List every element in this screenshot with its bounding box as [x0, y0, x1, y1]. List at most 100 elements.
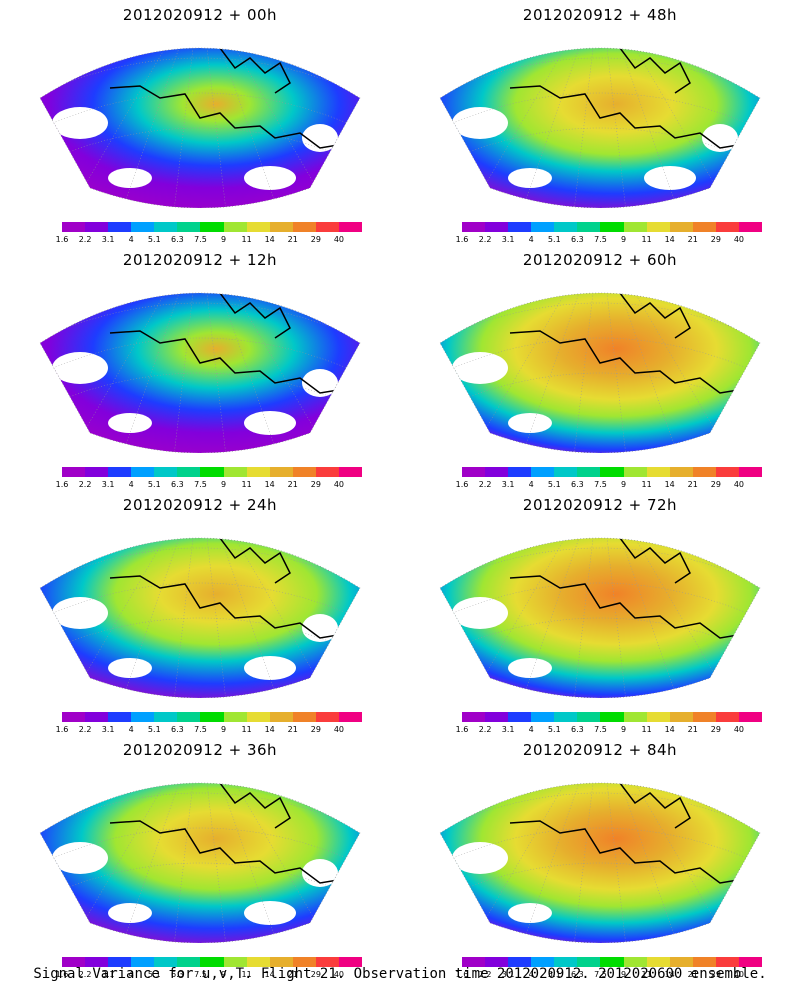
- colorbar-label: 29: [310, 480, 321, 489]
- colorbar-label: 5.1: [547, 480, 561, 489]
- colorbar-swatch: [154, 222, 178, 232]
- colorbar-label: 2.2: [478, 480, 492, 489]
- colorbar-label: 9: [620, 480, 627, 489]
- colorbar-label: 21: [687, 480, 698, 489]
- colorbar-labels: 1.6 2.2 3.1 4 5.1 6.3 7.5 9 11 14 21 29 40: [456, 480, 762, 490]
- figure-caption: Signal Variance for u,v,T. Flight 21. Ob…: [33, 966, 767, 982]
- colorbar-swatch: [600, 467, 624, 477]
- colorbar-swatch: [108, 712, 132, 722]
- colorbar-label: 40: [333, 235, 345, 244]
- colorbar-swatch: [62, 712, 86, 722]
- colorbar-label: 2.2: [78, 480, 92, 489]
- panel-title: 2012020912 + 00h: [122, 6, 278, 24]
- colorbar-label: 7.5: [594, 235, 607, 244]
- colorbar-swatch: [315, 222, 339, 232]
- colorbar-swatch: [600, 712, 624, 722]
- colorbar-swatch: [131, 712, 155, 722]
- colorbar-swatch: [462, 957, 486, 967]
- colorbar-labels: 1.6 2.2 3.1 4 5.1 6.3 7.5 9 11 14 21 29 40: [456, 725, 762, 735]
- colorbar-label: 29: [710, 970, 721, 979]
- colorbar-label: 3.1: [101, 480, 115, 489]
- colorbar-swatch: [200, 957, 224, 967]
- colorbar-label: 11: [241, 725, 252, 734]
- polar-map: [39, 782, 361, 943]
- polar-map: [39, 537, 361, 698]
- colorbar-label: 7.5: [194, 235, 207, 244]
- colorbar-swatch: [154, 712, 178, 722]
- colorbar-swatch: [623, 222, 647, 232]
- colorbar-labels: 1.6 2.2 3.1 4 5.1 6.3 7.5 9 11 14 21 29 40: [56, 725, 362, 735]
- colorbar-swatch: [485, 467, 509, 477]
- colorbar-label: 6.3: [571, 970, 584, 979]
- colorbar-label: 1.6: [55, 235, 69, 244]
- colorbar-swatch: [108, 222, 132, 232]
- polar-map: [439, 292, 761, 453]
- colorbar-swatch: [200, 222, 224, 232]
- colorbar-labels: 1.6 2.2 3.1 4 5.1 6.3 7.5 9 11 14 21 29 40: [56, 235, 362, 245]
- colorbar-label: 9: [220, 970, 227, 979]
- panel-title: 2012020912 + 72h: [522, 496, 678, 514]
- colorbar: [62, 957, 363, 967]
- colorbar-label: 11: [641, 970, 652, 979]
- colorbar-swatch: [485, 712, 509, 722]
- colorbar-label: 1.6: [455, 235, 469, 244]
- colorbar-swatch: [508, 957, 532, 967]
- colorbar: [62, 467, 363, 477]
- colorbar-swatch: [177, 957, 201, 967]
- colorbar-label: 4: [128, 725, 134, 734]
- polar-map: [439, 782, 761, 943]
- colorbar-label: 6.3: [171, 235, 184, 244]
- colorbar-label: 29: [310, 725, 321, 734]
- colorbar-swatch: [623, 712, 647, 722]
- colorbar-swatch: [554, 467, 578, 477]
- polar-map: [439, 537, 761, 698]
- colorbar-label: 7.5: [194, 480, 207, 489]
- colorbar-label: 14: [264, 725, 275, 734]
- colorbar-swatch: [200, 712, 224, 722]
- colorbar-label: 11: [241, 480, 252, 489]
- colorbar-label: 4: [128, 970, 134, 979]
- colorbar-label: 11: [641, 480, 652, 489]
- colorbar-swatch: [131, 467, 155, 477]
- colorbar-swatch: [623, 957, 647, 967]
- colorbar-swatch: [269, 712, 293, 722]
- colorbar-swatch: [738, 957, 763, 967]
- colorbar-label: 4: [128, 235, 134, 244]
- colorbar-label: 29: [710, 235, 721, 244]
- colorbar-label: 29: [310, 970, 321, 979]
- colorbar-label: 9: [220, 235, 227, 244]
- polar-map: [39, 292, 361, 453]
- colorbar-swatch: [715, 712, 739, 722]
- colorbar-swatch: [292, 712, 316, 722]
- colorbar-swatch: [715, 467, 739, 477]
- colorbar-label: 7.5: [194, 725, 207, 734]
- colorbar-label: 40: [333, 970, 345, 979]
- colorbar-swatch: [646, 222, 670, 232]
- colorbar-swatch: [338, 712, 363, 722]
- colorbar-label: 9: [620, 970, 627, 979]
- colorbar-swatch: [669, 957, 693, 967]
- polar-map: [439, 47, 761, 208]
- colorbar-swatch: [315, 712, 339, 722]
- colorbar-label: 40: [333, 725, 345, 734]
- colorbar-label: 6.3: [171, 480, 184, 489]
- colorbar-swatch: [62, 957, 86, 967]
- colorbar-label: 14: [664, 480, 675, 489]
- colorbar-swatch: [315, 957, 339, 967]
- colorbar-label: 40: [733, 480, 745, 489]
- colorbar-label: 5.1: [547, 970, 561, 979]
- panel-title: 2012020912 + 48h: [522, 6, 678, 24]
- colorbar-label: 11: [641, 725, 652, 734]
- colorbar-swatch: [715, 222, 739, 232]
- colorbar-swatch: [85, 222, 109, 232]
- panel-title: 2012020912 + 84h: [522, 741, 678, 759]
- forecast-panel: 2012020912 + 24h 1.6 2.2 3.1 4 5.1 6.3 7.5 9 11 14…: [0, 490, 400, 735]
- colorbar-swatch: [577, 222, 601, 232]
- colorbar-swatch: [623, 467, 647, 477]
- colorbar-swatch: [692, 467, 716, 477]
- colorbar-label: 4: [528, 725, 534, 734]
- colorbar-label: 29: [310, 235, 321, 244]
- colorbar-label: 3.1: [501, 480, 515, 489]
- forecast-panel: 2012020912 + 60h 1.6 2.2 3.1 4 5.1 6.3 7.5 9 11 14…: [400, 245, 800, 490]
- colorbar-swatch: [223, 222, 247, 232]
